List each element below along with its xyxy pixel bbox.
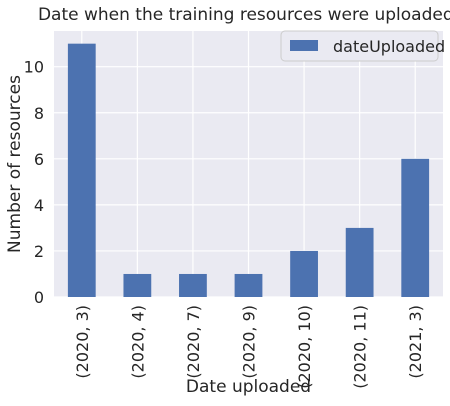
- bar: [67, 43, 96, 297]
- x-tick-label: (2020, 7): [184, 305, 203, 379]
- bar-layer: [67, 43, 430, 297]
- legend-swatch: [290, 40, 318, 51]
- x-tick-label: (2020, 9): [240, 305, 259, 379]
- legend-box: [280, 30, 439, 62]
- bar: [234, 273, 263, 297]
- y-tick-label: 6: [34, 150, 44, 169]
- bar: [179, 273, 207, 297]
- y-tick-label: 0: [34, 288, 44, 307]
- x-tick-label: (2020, 10): [295, 305, 314, 389]
- bar: [345, 227, 374, 297]
- x-tick-label: (2020, 11): [351, 305, 370, 389]
- bar: [401, 158, 430, 297]
- y-tick-label: 8: [34, 104, 44, 123]
- y-tick-label: 10: [24, 58, 44, 77]
- bar: [123, 273, 152, 297]
- y-tick-label: 2: [34, 242, 44, 261]
- x-tick-label: (2021, 3): [406, 305, 425, 379]
- y-tick-label: 4: [34, 196, 44, 215]
- y-tick-labels: 0 2 4 6 8 10: [24, 58, 44, 307]
- y-axis-label: Number of resources: [5, 75, 25, 253]
- x-tick-label: (2020, 4): [128, 305, 147, 379]
- x-tick-labels: (2020, 3) (2020, 4) (2020, 7) (2020, 9) (202…: [73, 305, 425, 389]
- legend: dateUploaded: [280, 30, 445, 62]
- x-tick-label: (2020, 3): [73, 305, 92, 379]
- chart-title: Date when the training resources were up…: [38, 5, 450, 25]
- bar: [290, 250, 318, 297]
- legend-label: dateUploaded: [333, 37, 445, 56]
- x-axis-label: Date uploaded: [186, 377, 311, 397]
